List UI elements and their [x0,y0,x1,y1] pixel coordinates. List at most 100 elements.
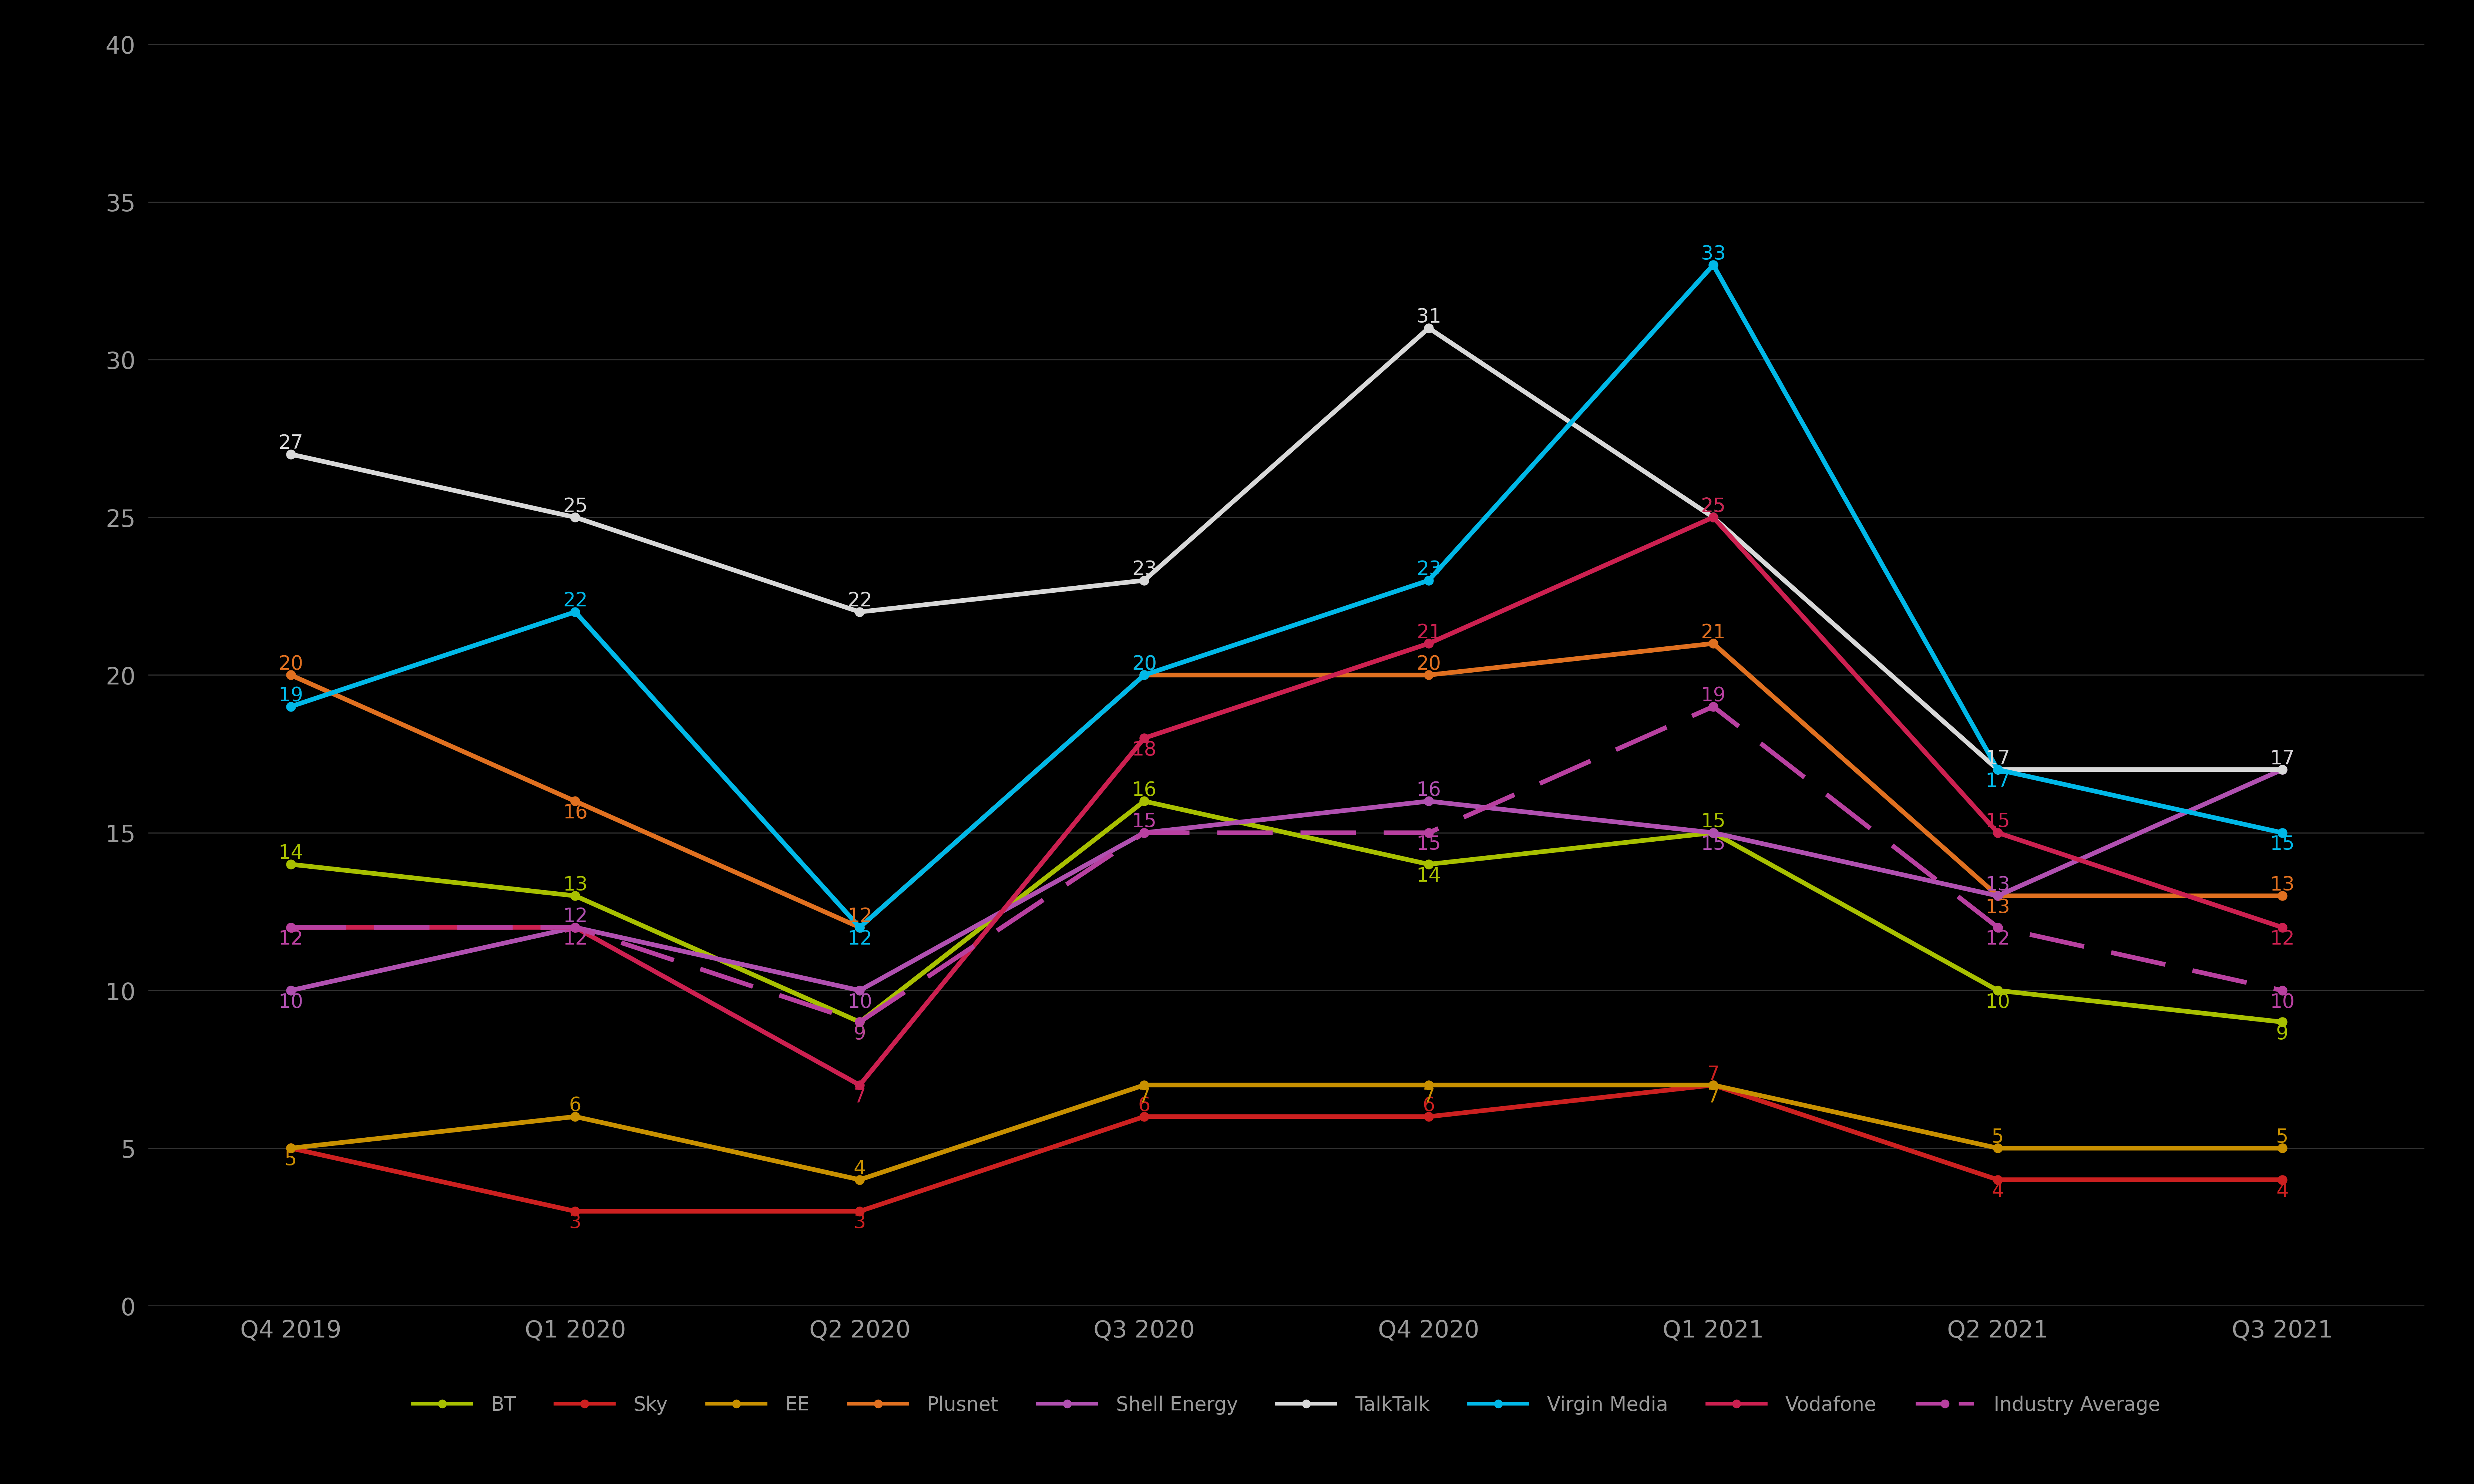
Text: 17: 17 [1984,749,2011,769]
Plusnet [846,919,876,936]
Shell Energy [846,982,876,1000]
Text: 6: 6 [569,1095,581,1114]
Text: 33: 33 [1700,245,1727,264]
Text: 15: 15 [1700,812,1727,831]
Text: 10: 10 [846,993,873,1012]
BT [1984,982,2014,1000]
Text: 15: 15 [1415,834,1442,853]
Text: 9: 9 [2276,1024,2288,1043]
Text: 15: 15 [1984,812,2011,831]
Industry Average [1415,824,1445,841]
Industry Average [1984,919,2014,936]
EE [2266,1140,2296,1158]
EE [1415,1076,1445,1094]
Vodafone [846,1076,876,1094]
Text: 7: 7 [1707,1064,1719,1083]
Virgin Media [2266,824,2296,841]
Shell Energy [1697,824,1727,841]
TalkTalk [559,509,589,527]
Line: Industry Average: Industry Average [287,702,2286,1027]
Text: 12: 12 [846,907,873,926]
Text: 16: 16 [1415,781,1442,800]
Text: 25: 25 [562,497,589,516]
Text: 25: 25 [1700,497,1727,516]
Text: 22: 22 [562,591,589,610]
Shell Energy [277,982,307,1000]
BT [559,887,589,905]
Industry Average [1697,697,1727,715]
Text: 6: 6 [1138,1095,1150,1114]
Text: 12: 12 [1984,929,2011,948]
Text: 13: 13 [1984,898,2011,917]
Vodafone [1697,509,1727,527]
Text: 3: 3 [854,1212,866,1232]
Text: 16: 16 [1131,781,1158,800]
Text: 12: 12 [562,929,589,948]
Plusnet [559,792,589,810]
BT [1697,824,1727,841]
Text: 7: 7 [1138,1086,1150,1106]
Text: 21: 21 [1415,623,1442,643]
BT [1128,792,1158,810]
TalkTalk [846,603,876,620]
Text: 5: 5 [285,1150,297,1169]
Text: 7: 7 [1707,1086,1719,1106]
Text: 15: 15 [2269,834,2296,853]
Text: 12: 12 [277,929,304,948]
Sky [1415,1107,1445,1125]
Sky [1128,1107,1158,1125]
Plusnet [1984,887,2014,905]
Text: 5: 5 [2276,1128,2288,1147]
TalkTalk [1697,509,1727,527]
Industry Average [559,919,589,936]
EE [1697,1076,1727,1094]
Industry Average [2266,982,2296,1000]
Text: 13: 13 [2269,876,2296,895]
Industry Average [1128,824,1158,841]
Text: 17: 17 [2269,749,2296,769]
Text: 13: 13 [1984,876,2011,895]
Shell Energy [1128,824,1158,841]
Line: Plusnet: Plusnet [287,640,2286,932]
Text: 19: 19 [277,686,304,705]
Text: 31: 31 [1415,307,1442,326]
Text: 20: 20 [1131,654,1158,674]
Line: Shell Energy: Shell Energy [287,766,2286,996]
Text: 5: 5 [285,1150,297,1169]
Text: 18: 18 [1131,741,1158,760]
Virgin Media [846,919,876,936]
Vodafone [1984,824,2014,841]
Text: 9: 9 [854,1024,866,1043]
Line: TalkTalk: TalkTalk [287,324,2286,775]
Text: 17: 17 [1984,772,2011,791]
Line: BT: BT [287,797,2286,1027]
EE [1128,1076,1158,1094]
Vodafone [277,919,307,936]
Plusnet [2266,887,2296,905]
Virgin Media [1128,666,1158,684]
Industry Average [846,1014,876,1031]
Text: 15: 15 [1131,812,1158,831]
EE [846,1171,876,1189]
Text: 23: 23 [1131,559,1158,579]
Sky [559,1202,589,1220]
BT [2266,1014,2296,1031]
EE [559,1107,589,1125]
Text: 7: 7 [1423,1086,1435,1106]
Vodafone [1415,635,1445,653]
Text: 12: 12 [562,907,589,926]
Text: 7: 7 [854,1086,866,1106]
Sky [2266,1171,2296,1189]
TalkTalk [1415,319,1445,337]
BT [277,855,307,873]
Text: 27: 27 [277,433,304,453]
Line: Sky: Sky [287,1080,2286,1215]
Shell Energy [1415,792,1445,810]
TalkTalk [2266,761,2296,779]
BT [1415,855,1445,873]
Text: 20: 20 [1415,654,1442,674]
Text: 16: 16 [562,803,589,822]
Text: 23: 23 [1415,559,1442,579]
Text: 14: 14 [1415,867,1442,886]
Legend: BT, Sky, EE, Plusnet, Shell Energy, TalkTalk, Virgin Media, Vodafone, Industry A: BT, Sky, EE, Plusnet, Shell Energy, Talk… [406,1388,2167,1422]
